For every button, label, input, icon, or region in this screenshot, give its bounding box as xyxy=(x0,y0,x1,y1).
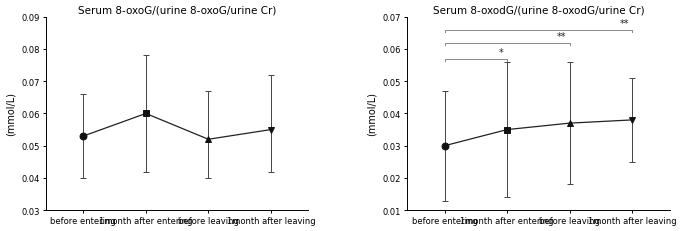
Text: **: ** xyxy=(619,19,629,29)
Y-axis label: (mmol/L): (mmol/L) xyxy=(366,92,377,136)
Y-axis label: (mmol/L): (mmol/L) xyxy=(5,92,16,136)
Title: Serum 8-oxoG/(urine 8-oxoG/urine Cr): Serum 8-oxoG/(urine 8-oxoG/urine Cr) xyxy=(78,6,276,15)
Text: **: ** xyxy=(557,32,566,42)
Title: Serum 8-oxodG/(urine 8-oxodG/urine Cr): Serum 8-oxodG/(urine 8-oxodG/urine Cr) xyxy=(432,6,644,15)
Text: *: * xyxy=(499,48,504,58)
